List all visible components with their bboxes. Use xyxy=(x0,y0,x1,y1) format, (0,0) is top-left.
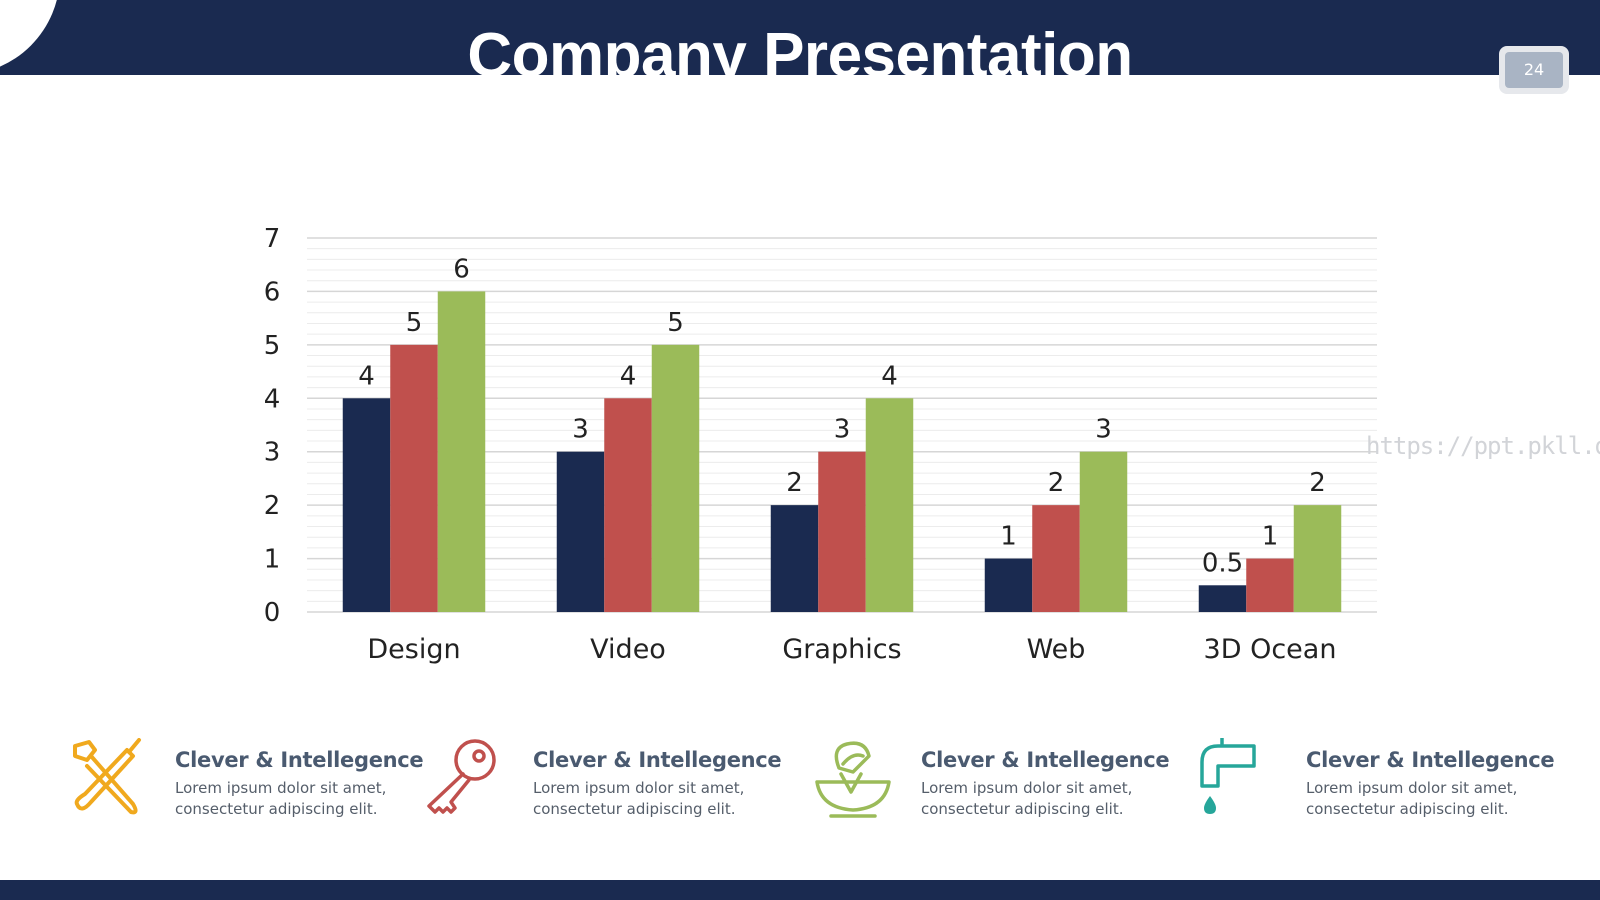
data-label: 4 xyxy=(358,361,375,391)
x-tick-label: Web xyxy=(1027,634,1086,665)
feature-line: consectetur adipiscing elit. xyxy=(1306,800,1509,818)
bar xyxy=(865,398,914,612)
data-label: 3 xyxy=(834,415,851,445)
y-tick-label: 6 xyxy=(264,277,281,307)
page-number-badge: 24 xyxy=(1499,46,1569,94)
feature-line: Lorem ipsum dolor sit amet, xyxy=(175,779,387,797)
data-label: 2 xyxy=(1309,468,1326,498)
watermark: https://ppt.pkll.de xyxy=(1366,432,1600,460)
bar xyxy=(1246,558,1294,612)
bar xyxy=(984,558,1033,612)
x-tick-label: Video xyxy=(590,634,666,665)
bar xyxy=(1079,451,1128,612)
juicer-icon xyxy=(815,741,891,818)
feature-item: Clever & Intellegence Lorem ipsum dolor … xyxy=(67,738,424,828)
tools-icon xyxy=(73,738,141,815)
y-tick-label: 5 xyxy=(264,331,281,361)
y-tick-label: 0 xyxy=(264,598,281,628)
y-tick-label: 2 xyxy=(264,491,281,521)
page-number: 24 xyxy=(1505,52,1563,88)
feature-line: consectetur adipiscing elit. xyxy=(533,800,736,818)
footer-bar xyxy=(0,880,1600,900)
feature-title: Clever & Intellegence xyxy=(175,748,424,772)
y-tick-label: 3 xyxy=(264,438,281,468)
feature-description: Lorem ipsum dolor sit amet, consectetur … xyxy=(921,778,1161,820)
y-tick-label: 4 xyxy=(264,384,281,414)
feature-item: Clever & Intellegence Lorem ipsum dolor … xyxy=(425,738,782,828)
x-tick-label: Graphics xyxy=(782,634,901,665)
feature-item: Clever & Intellegence Lorem ipsum dolor … xyxy=(1198,738,1555,828)
feature-description: Lorem ipsum dolor sit amet, consectetur … xyxy=(533,778,773,820)
data-label: 4 xyxy=(881,361,898,391)
feature-line: consectetur adipiscing elit. xyxy=(175,800,378,818)
bar xyxy=(770,505,819,612)
feature-line: Lorem ipsum dolor sit amet, xyxy=(1306,779,1518,797)
feature-item: Clever & Intellegence Lorem ipsum dolor … xyxy=(813,738,1170,828)
bar xyxy=(1293,505,1342,612)
faucet-icon xyxy=(1200,738,1256,814)
data-label: 6 xyxy=(453,254,470,284)
feature-title: Clever & Intellegence xyxy=(533,748,782,772)
bar xyxy=(437,291,486,612)
data-label: 2 xyxy=(786,468,803,498)
page-title: Company Presentation xyxy=(467,21,1133,75)
data-label: 4 xyxy=(620,361,637,391)
bar xyxy=(390,344,438,612)
bar xyxy=(1032,505,1080,612)
key-icon xyxy=(427,739,496,814)
feature-title: Clever & Intellegence xyxy=(921,748,1170,772)
feature-description: Lorem ipsum dolor sit amet, consectetur … xyxy=(175,778,415,820)
data-label: 1 xyxy=(1000,522,1017,552)
data-label: 5 xyxy=(667,308,684,338)
feature-line: Lorem ipsum dolor sit amet, xyxy=(921,779,1133,797)
x-tick-label: 3D Ocean xyxy=(1204,634,1337,665)
data-label: 0.5 xyxy=(1202,548,1243,578)
bar xyxy=(556,451,605,612)
data-label: 1 xyxy=(1262,522,1279,552)
bar xyxy=(818,451,866,612)
header-bar: Company Presentation xyxy=(0,0,1600,75)
y-tick-label: 7 xyxy=(264,224,281,254)
data-label: 3 xyxy=(572,415,589,445)
data-label: 2 xyxy=(1048,468,1065,498)
bar xyxy=(604,398,652,612)
feature-line: Lorem ipsum dolor sit amet, xyxy=(533,779,745,797)
bar xyxy=(1198,585,1247,612)
feature-description: Lorem ipsum dolor sit amet, consectetur … xyxy=(1306,778,1546,820)
feature-title: Clever & Intellegence xyxy=(1306,748,1555,772)
x-tick-label: Design xyxy=(367,634,460,665)
data-label: 3 xyxy=(1095,415,1112,445)
data-label: 5 xyxy=(406,308,423,338)
y-tick-label: 1 xyxy=(264,545,281,575)
feature-line: consectetur adipiscing elit. xyxy=(921,800,1124,818)
bar xyxy=(651,344,700,612)
bar xyxy=(342,398,391,612)
